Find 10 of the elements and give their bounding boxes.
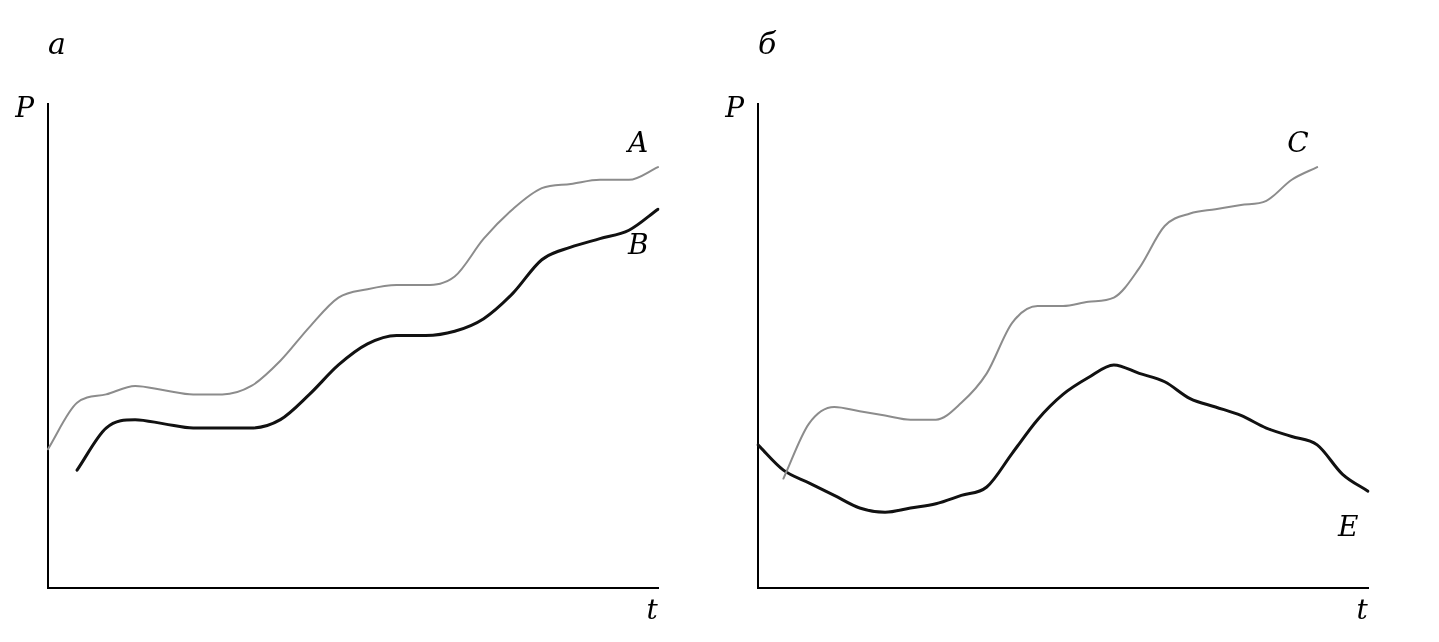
chart-title: а (48, 25, 66, 61)
series-label: B (627, 228, 649, 262)
x-axis-title: t (646, 593, 659, 627)
series-label: A (625, 126, 649, 160)
x-axis-title: t (1356, 593, 1369, 627)
y-axis-title: P (14, 91, 36, 125)
series-label: C (1287, 126, 1309, 160)
y-axis-title: P (724, 91, 746, 125)
series-label: E (1337, 510, 1359, 544)
chart-title: б (758, 25, 777, 61)
